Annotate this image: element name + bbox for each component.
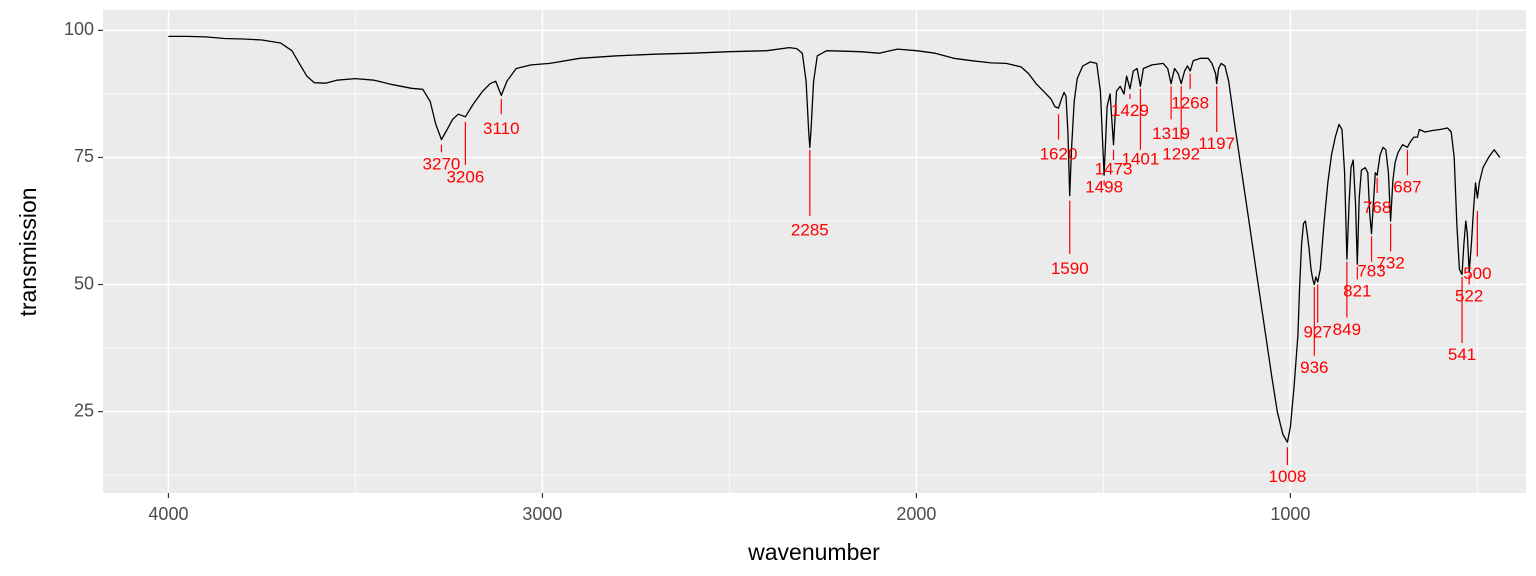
peak-label: 732 xyxy=(1376,254,1404,273)
y-tick-label: 25 xyxy=(74,400,94,420)
peak-label: 687 xyxy=(1393,177,1421,196)
peak-label: 3110 xyxy=(483,119,520,138)
y-axis-title: transmission xyxy=(15,187,41,316)
peak-label: 3270 xyxy=(423,155,461,174)
peak-label: 927 xyxy=(1304,322,1332,341)
peak-label: 541 xyxy=(1448,345,1476,364)
x-tick-label: 1000 xyxy=(1270,504,1310,524)
peak-label: 1498 xyxy=(1085,177,1123,196)
minor-gridlines xyxy=(103,10,1526,493)
peak-label: 1401 xyxy=(1122,149,1160,168)
x-tick-label: 3000 xyxy=(522,504,562,524)
peak-label: 522 xyxy=(1455,287,1483,306)
peak-label: 783 xyxy=(1357,261,1385,280)
peak-label: 849 xyxy=(1333,320,1361,339)
x-axis-title: wavenumber xyxy=(747,539,880,565)
x-tick-label: 4000 xyxy=(148,504,188,524)
peak-label: 1620 xyxy=(1040,144,1078,163)
y-tick-label: 100 xyxy=(64,19,94,39)
peak-label: 1473 xyxy=(1095,160,1133,179)
peak-label: 1197 xyxy=(1198,134,1235,153)
major-gridlines xyxy=(103,10,1526,493)
peak-label: 821 xyxy=(1343,282,1371,301)
spectrum-series xyxy=(168,35,1501,443)
y-tick-label: 75 xyxy=(74,146,94,166)
x-tick-label: 2000 xyxy=(896,504,936,524)
peak-label: 1319 xyxy=(1152,124,1190,143)
peak-label: 768 xyxy=(1363,198,1391,217)
peak-label: 1008 xyxy=(1268,467,1306,486)
axis-ticks: 4000 3000 2000 1000 25 50 75 100 xyxy=(64,19,1310,524)
peak-label: 500 xyxy=(1463,264,1491,283)
peak-label: 1429 xyxy=(1111,101,1149,120)
peak-label: 2285 xyxy=(791,221,829,240)
peak-label: 936 xyxy=(1300,358,1328,377)
peak-label: 3206 xyxy=(446,167,484,186)
spectrum-line xyxy=(168,35,1501,443)
peak-label: 1590 xyxy=(1051,259,1089,278)
peak-label: 1268 xyxy=(1171,94,1209,113)
plot-panel xyxy=(103,10,1526,493)
peak-label: 1292 xyxy=(1162,144,1200,163)
y-tick-label: 50 xyxy=(74,273,94,293)
